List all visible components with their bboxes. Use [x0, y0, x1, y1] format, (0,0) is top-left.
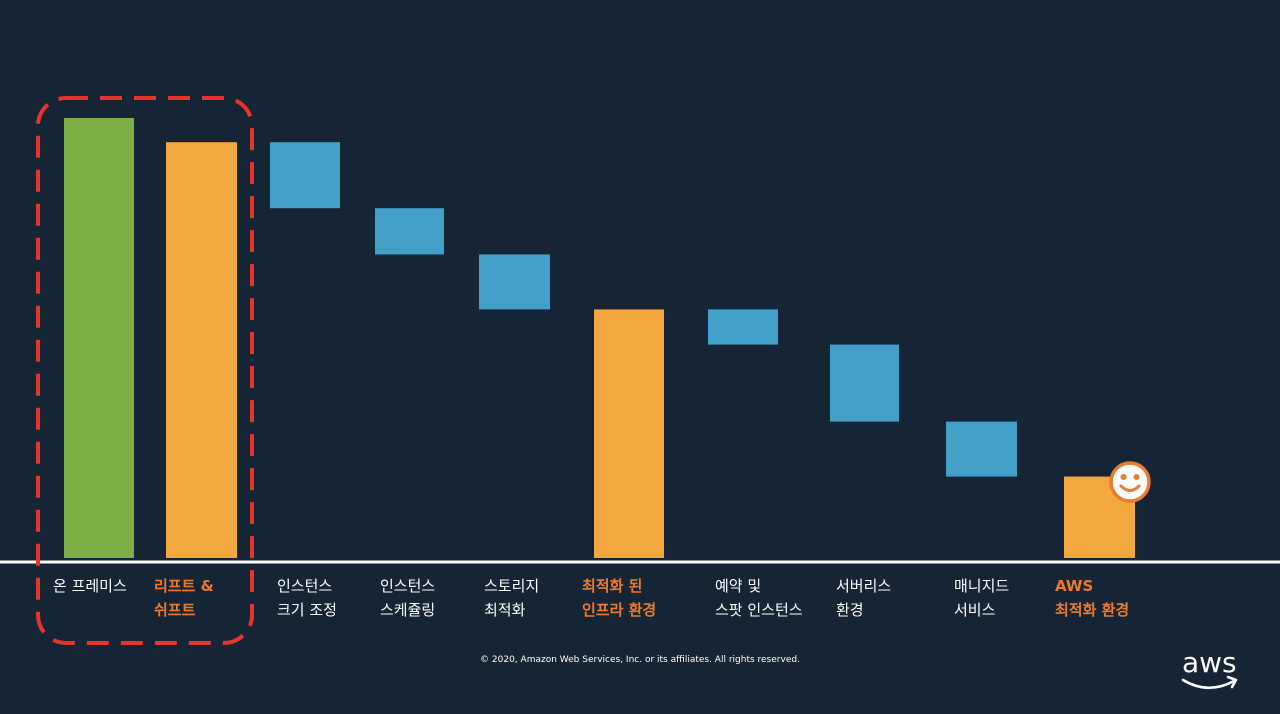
bar-1	[64, 118, 134, 558]
bar-5	[479, 254, 550, 310]
category-label-5-line-2: 최적화	[484, 601, 526, 619]
aws-logo: aws	[1178, 646, 1242, 694]
aws-smile-arrow-icon	[1181, 675, 1238, 690]
bar-3	[270, 142, 340, 209]
bar-8	[830, 344, 899, 422]
category-label-9-line-1: 매니지드	[954, 577, 1010, 595]
category-label-7-line-2: 스팟 인스턴스	[715, 601, 803, 619]
category-label-4-line-1: 인스턴스	[380, 577, 436, 595]
category-label-2-line-1: 리프트 &	[154, 577, 214, 595]
category-label-8-line-2: 환경	[836, 601, 864, 619]
category-label-2-line-2: 쉬프트	[154, 601, 196, 619]
aws-logo-text: aws	[1182, 646, 1237, 679]
bar-2	[166, 142, 237, 558]
category-label-2: 리프트 & 쉬프트	[154, 574, 214, 622]
category-label-4-line-2: 스케쥴링	[380, 601, 436, 619]
category-label-6-line-1: 최적화 된	[582, 577, 643, 595]
bar-9	[946, 421, 1017, 477]
copyright-footer: © 2020, Amazon Web Services, Inc. or its…	[480, 655, 800, 665]
category-label-6-line-2: 인프라 환경	[582, 601, 657, 619]
category-label-1-line-1: 온 프레미스	[53, 577, 127, 595]
category-label-10: AWS 최적화 환경	[1055, 574, 1129, 622]
category-label-10-line-1: AWS	[1055, 577, 1094, 595]
bar-4	[375, 208, 444, 255]
bar-6	[594, 309, 664, 558]
lift-shift-group-outline	[36, 96, 254, 645]
category-label-3-line-1: 인스턴스	[277, 577, 333, 595]
category-label-1: 온 프레미스	[53, 574, 127, 598]
category-label-10-line-2: 최적화 환경	[1055, 601, 1130, 619]
category-label-5-line-1: 스토리지	[484, 577, 540, 595]
smiley-face-icon	[1109, 461, 1151, 503]
category-label-7-line-1: 예약 및	[715, 577, 762, 595]
bar-7	[708, 309, 778, 345]
category-label-8-line-1: 서버리스	[836, 577, 892, 595]
category-label-3-line-2: 크기 조정	[277, 601, 337, 619]
category-label-9-line-2: 서비스	[954, 601, 996, 619]
bars-group	[64, 118, 1135, 558]
